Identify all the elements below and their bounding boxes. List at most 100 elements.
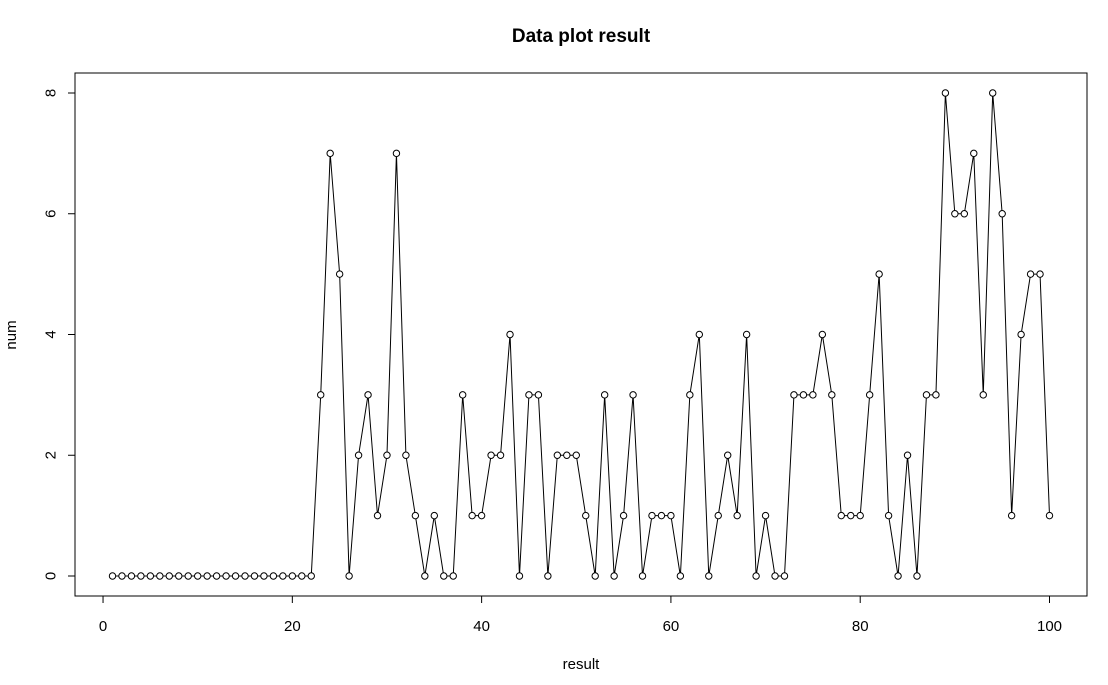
y-axis: 0 2 4 6 8 (42, 89, 76, 580)
y-tick-label: 8 (42, 89, 59, 97)
plot-frame (74, 72, 1088, 597)
data-point (345, 572, 353, 580)
data-point (903, 451, 912, 459)
data-point (591, 572, 599, 580)
data-point (269, 572, 278, 580)
data-point (364, 391, 372, 399)
data-point (1045, 511, 1054, 520)
data-point (506, 330, 514, 339)
data-point (515, 572, 524, 580)
data-point (335, 270, 344, 278)
data-point (1026, 270, 1035, 278)
data-point (676, 572, 685, 580)
data-points (108, 89, 1054, 580)
data-point (222, 572, 230, 580)
data-point (979, 391, 987, 399)
data-point (279, 572, 287, 580)
data-point (231, 572, 240, 580)
data-point (572, 451, 580, 459)
data-point (638, 572, 647, 580)
data-point (856, 511, 864, 520)
x-tick-label: 20 (284, 618, 301, 635)
data-point (847, 511, 855, 520)
data-point (165, 572, 173, 580)
data-point (326, 149, 334, 158)
data-point (553, 451, 562, 459)
x-tick-label: 60 (663, 618, 680, 635)
data-point (241, 572, 249, 580)
x-tick-label: 40 (473, 618, 490, 635)
data-point (563, 451, 571, 459)
data-point (354, 451, 363, 459)
data-point (468, 511, 476, 520)
x-tick-label: 100 (1037, 618, 1062, 635)
data-point (298, 572, 306, 580)
data-point (998, 210, 1006, 218)
data-point (724, 451, 732, 459)
data-point (648, 511, 656, 520)
data-point (705, 572, 713, 580)
data-point (884, 511, 893, 520)
data-point (960, 210, 969, 218)
series-line (112, 92, 1050, 577)
data-point (780, 572, 789, 580)
data-point (250, 572, 259, 580)
data-point (695, 330, 704, 339)
data-point (629, 391, 637, 399)
data-point (534, 391, 543, 399)
y-tick-label: 4 (42, 330, 59, 338)
data-point (440, 572, 448, 580)
data-point (771, 572, 779, 580)
data-point (317, 391, 325, 399)
data-point (733, 511, 741, 520)
data-point (108, 572, 117, 580)
data-point (421, 572, 429, 580)
data-point (212, 572, 221, 580)
data-point (156, 572, 164, 580)
x-axis-label: result (563, 656, 601, 673)
data-point (1036, 270, 1044, 278)
data-point (667, 511, 675, 520)
data-point (477, 511, 486, 520)
data-point (525, 391, 533, 399)
data-point (714, 511, 722, 520)
data-point (913, 572, 921, 580)
data-point (970, 149, 978, 158)
data-point (865, 391, 874, 399)
data-point (600, 391, 609, 399)
data-point (922, 391, 931, 399)
data-point (288, 572, 297, 580)
data-point (127, 572, 136, 580)
data-point (828, 391, 836, 399)
data-point (799, 391, 808, 399)
data-point (582, 511, 590, 520)
data-point (449, 572, 457, 580)
data-point (430, 511, 438, 520)
data-point (1007, 511, 1016, 520)
data-point (402, 451, 410, 459)
data-point (894, 572, 902, 580)
data-point (610, 572, 618, 580)
data-point (790, 391, 798, 399)
data-point (989, 89, 997, 97)
data-point (752, 572, 760, 580)
data-point (686, 391, 694, 399)
data-point (184, 572, 192, 580)
data-point (657, 511, 666, 520)
data-point (742, 330, 751, 339)
y-tick-label: 2 (42, 451, 59, 459)
x-tick-label: 0 (99, 618, 107, 635)
data-point (951, 210, 959, 218)
y-axis-label: num (3, 320, 20, 349)
data-point (837, 511, 845, 520)
data-point (137, 572, 145, 580)
data-point (496, 451, 505, 459)
chart-title: Data plot result (512, 26, 651, 47)
data-point (373, 511, 382, 520)
data-point (544, 572, 552, 580)
data-point (175, 572, 183, 580)
data-point (487, 451, 495, 459)
y-tick-label: 0 (42, 572, 59, 580)
data-point (392, 149, 401, 158)
data-point (932, 391, 940, 399)
